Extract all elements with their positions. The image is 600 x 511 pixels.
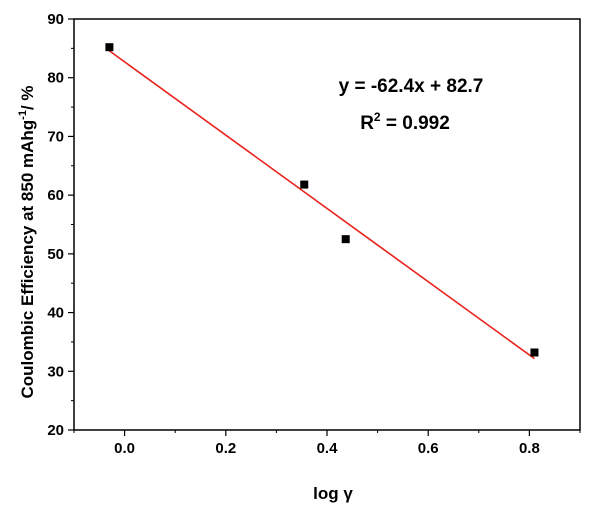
y-tick-labels: 20 30 40 50 60 70 80 90 [47,11,64,439]
y-tick-label: 90 [47,11,64,28]
x-tick-labels: 0.0 0.2 0.4 0.6 0.8 [114,440,540,457]
x-tick-label: 0.0 [114,440,135,457]
x-tick-label: 0.6 [418,440,439,457]
y-tick-label: 70 [47,128,64,145]
y-tick-label: 20 [47,422,64,439]
x-tick-label: 0.8 [519,440,540,457]
major-ticks [68,18,531,436]
x-tick-label: 0.2 [215,440,236,457]
data-point [105,43,114,52]
data-point [530,348,539,357]
plot-frame [73,18,581,431]
minor-ticks [71,47,581,433]
x-tick-label: 0.4 [317,440,339,457]
y-tick-label: 80 [47,70,64,87]
y-axis-title: Coulombic Efficiency at 850 mAhg-1/ % [17,85,37,398]
x-axis-title: log γ [313,484,353,503]
y-tick-label: 30 [47,363,64,380]
y-tick-label: 40 [47,305,64,322]
y-tick-label: 50 [47,246,64,263]
data-points [105,43,539,357]
y-tick-label: 60 [47,187,64,204]
data-point [300,180,309,189]
data-point [341,235,350,244]
fit-line [108,50,535,360]
equation-label: y = -62.4x + 82.7 [339,76,484,97]
r-squared-label: R2 = 0.992 [360,110,450,134]
